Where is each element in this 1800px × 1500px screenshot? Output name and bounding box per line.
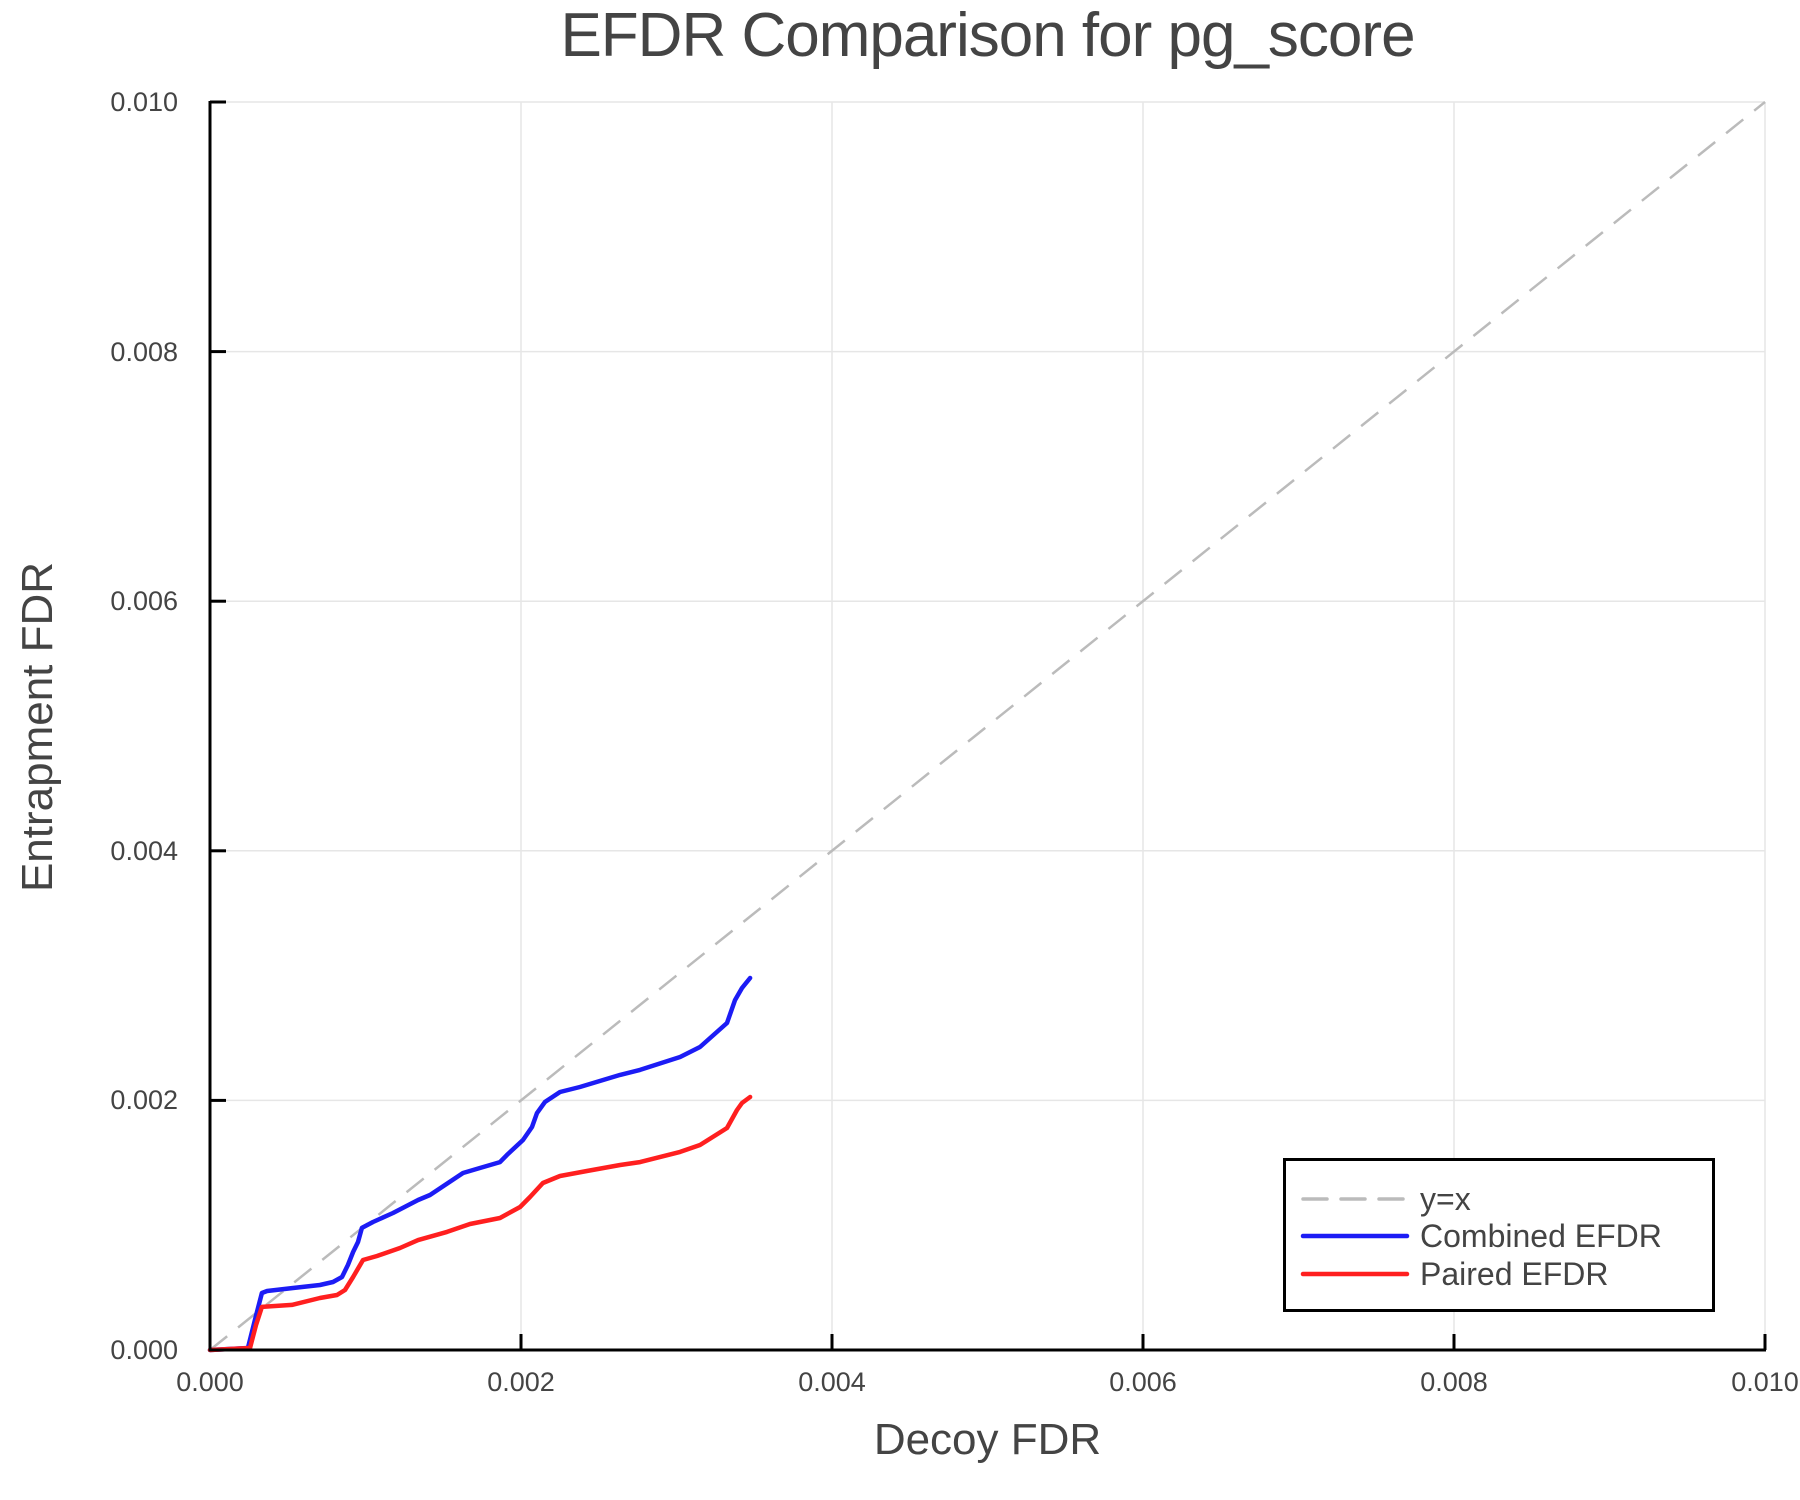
legend-item-paired-efdr: Paired EFDR <box>1286 1255 1712 1293</box>
solid-line-icon <box>1300 1233 1410 1239</box>
x-tick-label: 0.004 <box>798 1367 866 1397</box>
series-line-paired-efdr <box>207 1094 753 1353</box>
legend-item-y-equals-x: y=x <box>1286 1180 1712 1218</box>
solid-line-icon <box>1300 1271 1410 1277</box>
legend-label: y=x <box>1420 1181 1471 1217</box>
chart-title: EFDR Comparison for pg_score <box>560 1 1415 70</box>
series-line-combined-efdr <box>207 975 753 1353</box>
y-tick-label: 0.002 <box>110 1085 178 1116</box>
legend-label: Combined EFDR <box>1420 1218 1662 1254</box>
data-series <box>207 101 1766 1353</box>
legend: y=x Combined EFDR Paired EFDR <box>1283 1158 1715 1312</box>
x-tick-label: 0.010 <box>1731 1367 1799 1397</box>
dashed-line-icon <box>1301 1197 1409 1201</box>
x-tick-label: 0.008 <box>1420 1367 1488 1397</box>
legend-label: Paired EFDR <box>1420 1256 1609 1292</box>
legend-item-combined-efdr: Combined EFDR <box>1286 1217 1712 1255</box>
y-tick-label: 0.006 <box>110 586 178 617</box>
y-tick-label: 0.008 <box>110 336 178 367</box>
axes <box>208 100 1767 1352</box>
x-tick-label: 0.002 <box>487 1367 555 1397</box>
x-tick-label: 0.000 <box>176 1367 244 1397</box>
x-tick-label: 0.006 <box>1109 1367 1177 1397</box>
x-axis-title: Decoy FDR <box>873 1415 1102 1464</box>
y-axis-title: Entrapment FDR <box>13 561 62 893</box>
y-tick-label: 0.010 <box>110 87 178 117</box>
series-line-y-x <box>209 101 1766 1351</box>
y-tick-label: 0.004 <box>110 835 178 866</box>
y-tick-label: 0.000 <box>110 1335 178 1365</box>
